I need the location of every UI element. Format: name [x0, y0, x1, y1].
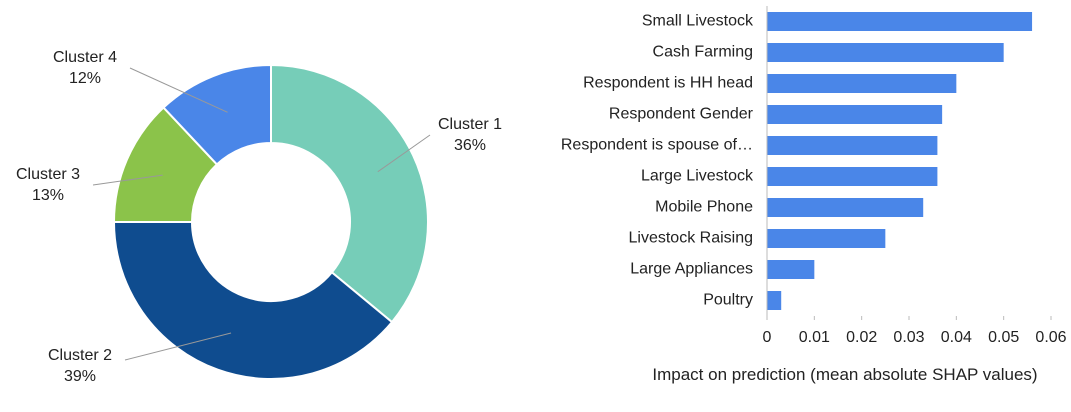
- leader-line: [129, 67, 228, 113]
- y-tick-label: Respondent is HH head: [583, 75, 753, 92]
- y-tick-label: Poultry: [703, 292, 753, 309]
- slice-label: Cluster 1: [438, 116, 502, 133]
- slice-label: Cluster 2: [48, 347, 112, 364]
- y-tick-label: Large Livestock: [641, 168, 754, 185]
- x-tick-label: 0.02: [846, 329, 877, 346]
- y-tick-label: Livestock Raising: [629, 230, 754, 247]
- bar: [767, 136, 938, 155]
- bar: [767, 167, 938, 186]
- x-tick-label: 0.03: [893, 329, 924, 346]
- y-tick-label: Respondent Gender: [609, 106, 754, 123]
- slice-value-label: 12%: [69, 70, 101, 87]
- y-tick-label: Mobile Phone: [655, 199, 753, 216]
- slice-value-label: 36%: [454, 137, 486, 154]
- leader-line: [124, 332, 232, 361]
- y-tick-label: Large Appliances: [630, 261, 753, 278]
- x-tick-label: 0.06: [1035, 329, 1066, 346]
- donut-slice: [162, 63, 272, 166]
- donut-slice: [270, 63, 429, 324]
- leader-line: [92, 174, 163, 186]
- bar: [767, 12, 1033, 31]
- bar: [767, 74, 957, 93]
- slice-label: Cluster 4: [53, 49, 117, 66]
- x-tick-label: 0.04: [941, 329, 972, 346]
- bar: [767, 105, 943, 124]
- y-tick-label: Small Livestock: [642, 13, 754, 30]
- x-tick-label: 0.05: [988, 329, 1019, 346]
- leader-line: [377, 134, 431, 173]
- bar: [767, 43, 1004, 62]
- bar: [767, 198, 924, 217]
- y-tick-label: Cash Farming: [653, 44, 753, 61]
- x-tick-label: 0.01: [799, 329, 830, 346]
- donut-slice: [112, 221, 394, 380]
- x-tick-label: 0: [763, 329, 772, 346]
- slice-value-label: 39%: [64, 368, 96, 385]
- bar: [767, 291, 782, 310]
- bar: [767, 260, 815, 279]
- slice-value-label: 13%: [32, 187, 64, 204]
- y-tick-label: Respondent is spouse of…: [561, 137, 753, 154]
- slice-label: Cluster 3: [16, 166, 80, 183]
- x-axis-label: Impact on prediction (mean absolute SHAP…: [652, 365, 1038, 384]
- bar: [767, 229, 886, 248]
